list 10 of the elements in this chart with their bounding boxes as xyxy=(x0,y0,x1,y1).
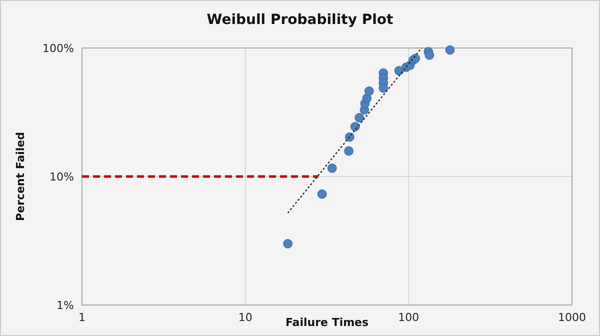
y-tick-label: 1% xyxy=(56,298,74,312)
x-tick-label: 1000 xyxy=(558,311,586,324)
x-tick-label: 10 xyxy=(238,311,252,324)
x-axis-title: Failure Times xyxy=(285,316,370,329)
chart-title: Weibull Probability Plot xyxy=(206,12,394,28)
y-axis-title: Percent Failed xyxy=(14,132,27,222)
y-tick-label: 10% xyxy=(50,170,74,184)
x-tick-label: 1 xyxy=(78,311,86,324)
y-tick-label: 100% xyxy=(42,42,74,55)
x-tick-label: 100 xyxy=(398,311,420,324)
